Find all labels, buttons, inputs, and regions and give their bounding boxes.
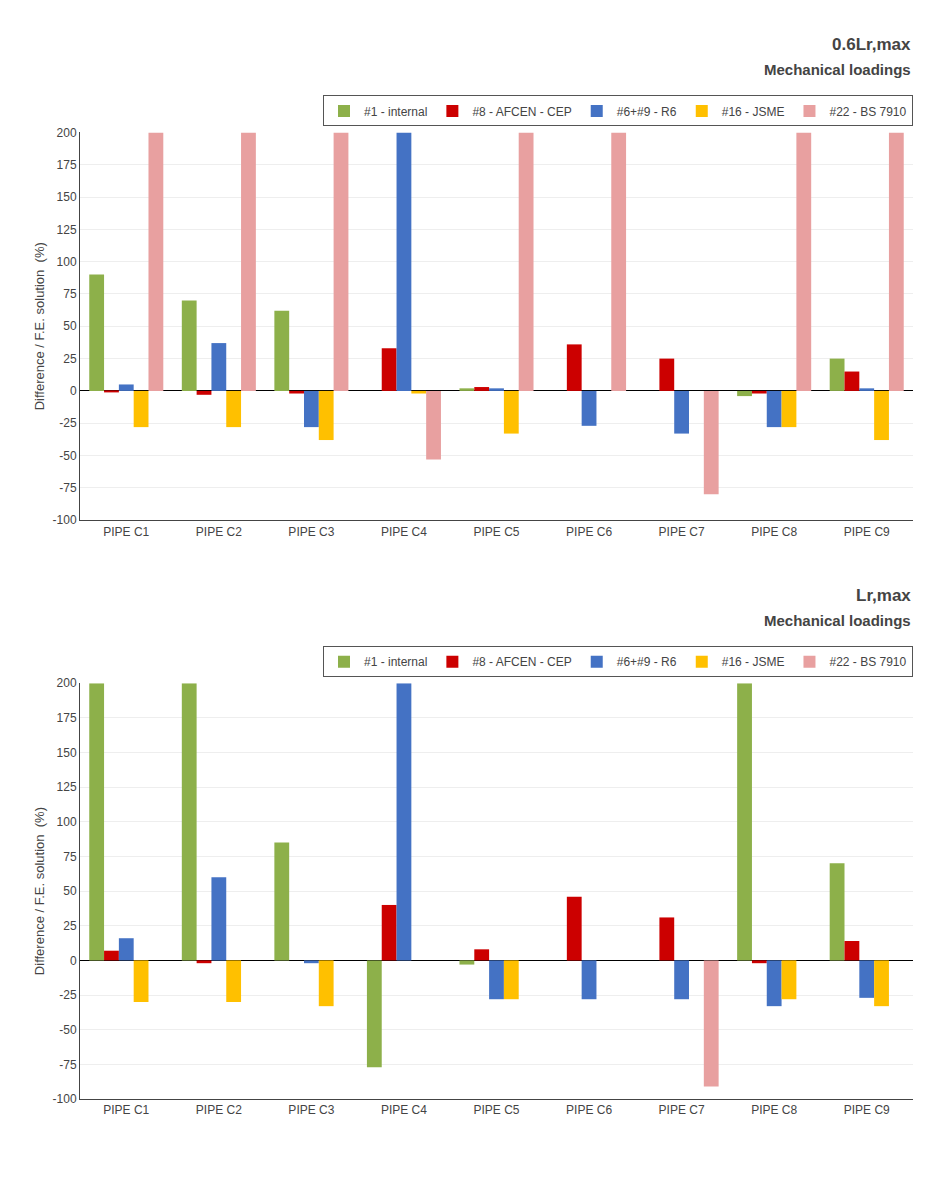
svg-text:PIPE C7: PIPE C7	[659, 525, 705, 539]
svg-text:-75: -75	[59, 1058, 77, 1072]
svg-text:-25: -25	[59, 988, 77, 1002]
svg-text:PIPE C8: PIPE C8	[751, 1103, 797, 1117]
svg-text:PIPE C7: PIPE C7	[659, 1103, 705, 1117]
svg-text:#22 - BS 7910: #22 - BS 7910	[829, 655, 906, 669]
svg-text:175: 175	[57, 711, 77, 725]
svg-text:#1 - internal: #1 - internal	[364, 105, 427, 119]
svg-text:125: 125	[57, 780, 77, 794]
svg-text:150: 150	[57, 746, 77, 760]
svg-text:0: 0	[70, 954, 77, 968]
svg-text:-75: -75	[59, 481, 77, 495]
svg-text:PIPE C3: PIPE C3	[288, 525, 334, 539]
svg-text:50: 50	[63, 884, 77, 898]
svg-text:150: 150	[57, 190, 77, 204]
svg-text:PIPE C2: PIPE C2	[196, 1103, 242, 1117]
svg-text:100: 100	[57, 815, 77, 829]
svg-text:PIPE C5: PIPE C5	[473, 525, 519, 539]
svg-text:-25: -25	[59, 416, 77, 430]
svg-text:50: 50	[63, 319, 77, 333]
svg-text:Mechanical loadings: Mechanical loadings	[764, 61, 911, 78]
svg-text:0.6Lr,max: 0.6Lr,max	[832, 35, 911, 54]
svg-text:#16 - JSME: #16 - JSME	[722, 655, 785, 669]
svg-text:PIPE C4: PIPE C4	[381, 525, 427, 539]
svg-text:200: 200	[57, 126, 77, 140]
svg-text:100: 100	[57, 255, 77, 269]
svg-text:#22 - BS 7910: #22 - BS 7910	[829, 105, 906, 119]
svg-text:Difference / F.E. solution (%: Difference / F.E. solution (%)	[32, 242, 47, 410]
svg-text:200: 200	[57, 676, 77, 690]
svg-text:-50: -50	[59, 449, 77, 463]
svg-text:PIPE C8: PIPE C8	[751, 525, 797, 539]
svg-text:-50: -50	[59, 1023, 77, 1037]
svg-text:PIPE C5: PIPE C5	[473, 1103, 519, 1117]
svg-text:Mechanical loadings: Mechanical loadings	[764, 612, 911, 629]
svg-text:-100: -100	[53, 513, 77, 527]
svg-text:PIPE C6: PIPE C6	[566, 525, 612, 539]
svg-text:Lr,max: Lr,max	[856, 586, 911, 605]
svg-text:75: 75	[63, 850, 77, 864]
svg-text:25: 25	[63, 919, 77, 933]
svg-text:PIPE C3: PIPE C3	[288, 1103, 334, 1117]
svg-text:PIPE C2: PIPE C2	[196, 525, 242, 539]
svg-text:Difference / F.E. solution (%: Difference / F.E. solution (%)	[32, 807, 47, 975]
svg-text:175: 175	[57, 158, 77, 172]
svg-text:#16 - JSME: #16 - JSME	[722, 105, 785, 119]
svg-text:PIPE C4: PIPE C4	[381, 1103, 427, 1117]
svg-text:#6+#9 - R6: #6+#9 - R6	[617, 105, 677, 119]
svg-text:PIPE C9: PIPE C9	[844, 1103, 890, 1117]
svg-text:#8 - AFCEN - CEP: #8 - AFCEN - CEP	[472, 105, 571, 119]
svg-text:125: 125	[57, 223, 77, 237]
svg-text:#1 - internal: #1 - internal	[364, 655, 427, 669]
svg-text:-100: -100	[53, 1092, 77, 1106]
svg-text:#6+#9 - R6: #6+#9 - R6	[617, 655, 677, 669]
svg-text:#8 - AFCEN - CEP: #8 - AFCEN - CEP	[472, 655, 571, 669]
svg-text:25: 25	[63, 352, 77, 366]
svg-text:PIPE C1: PIPE C1	[103, 525, 149, 539]
svg-text:PIPE C1: PIPE C1	[103, 1103, 149, 1117]
svg-text:PIPE C6: PIPE C6	[566, 1103, 612, 1117]
svg-text:PIPE C9: PIPE C9	[844, 525, 890, 539]
svg-text:0: 0	[70, 384, 77, 398]
svg-text:75: 75	[63, 287, 77, 301]
